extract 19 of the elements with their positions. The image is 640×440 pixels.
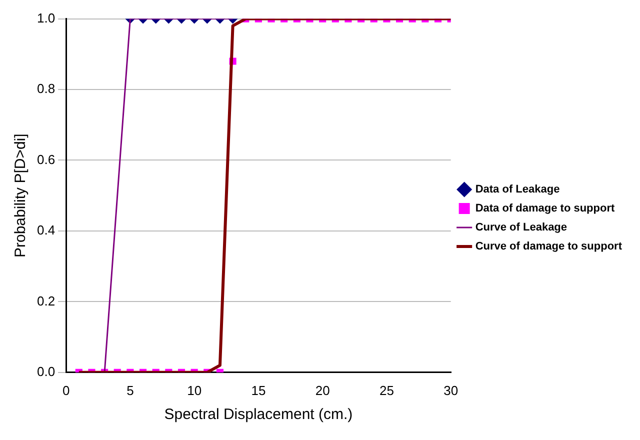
y-tick-label: 0.6 <box>36 152 56 167</box>
x-tick-label: 15 <box>251 382 266 398</box>
legend-label: Data of Leakage <box>475 184 560 196</box>
x-tick-label: 30 <box>444 382 458 398</box>
y-tick-label: 0.0 <box>36 364 56 379</box>
x-tick-label: 20 <box>315 382 330 398</box>
y-tick-label: 0.8 <box>36 81 56 96</box>
legend-label: Curve of Leakage <box>475 222 568 234</box>
x-tick-label: 10 <box>187 382 202 398</box>
legend-label: Data of damage to support <box>475 202 615 215</box>
y-tick-label: 1.0 <box>36 10 56 26</box>
x-tick-label: 0 <box>62 382 70 398</box>
y-axis-title: Probability P[D>di] <box>12 134 30 258</box>
y-tick-label: 0.2 <box>36 293 56 308</box>
x-axis-title: Spectral Displacement (cm.) <box>164 406 353 424</box>
x-tick-label: 5 <box>126 382 134 398</box>
legend-label: Curve of damage to support <box>475 240 622 253</box>
y-tick-label: 0.4 <box>36 222 56 238</box>
x-tick-label: 25 <box>379 382 394 398</box>
